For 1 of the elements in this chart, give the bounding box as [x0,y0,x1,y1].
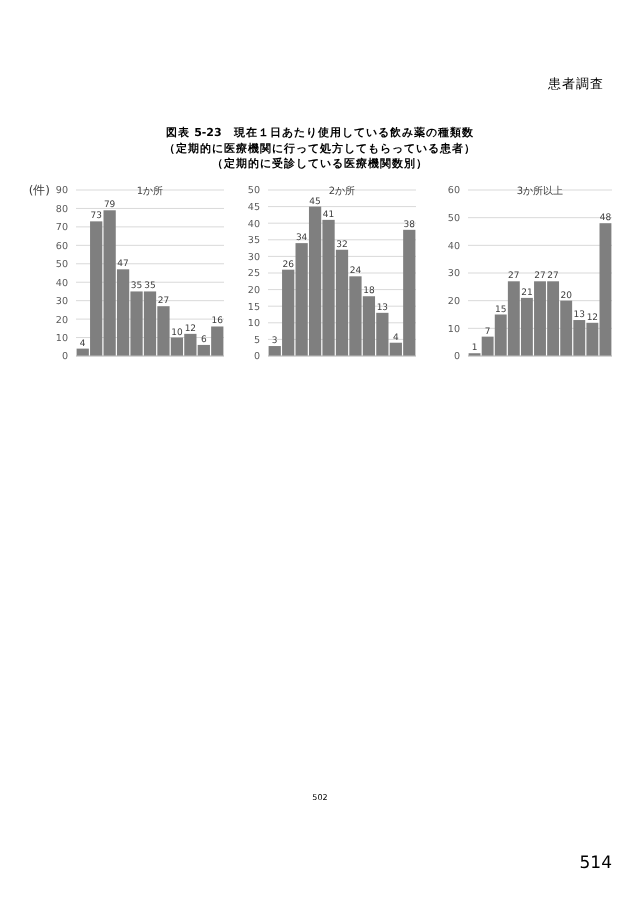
text: 514 [579,854,612,874]
